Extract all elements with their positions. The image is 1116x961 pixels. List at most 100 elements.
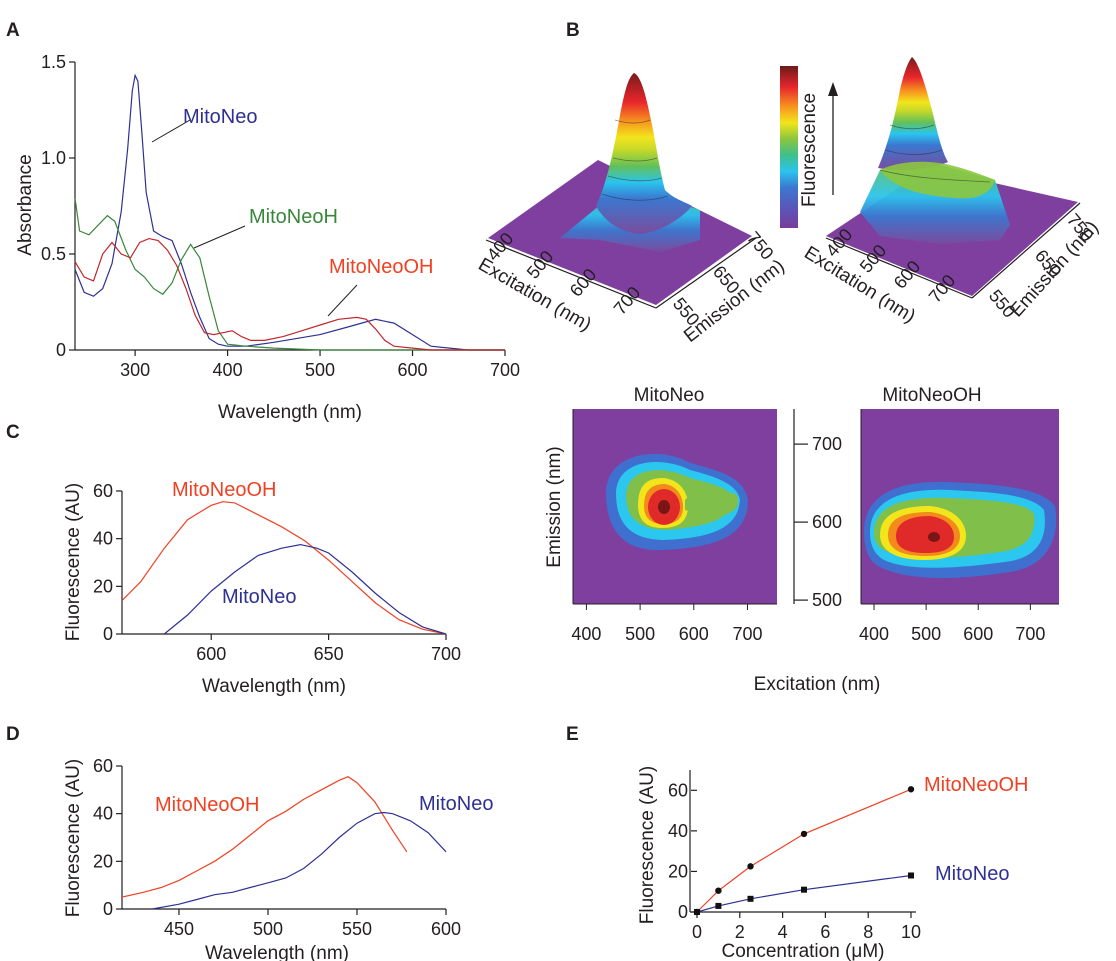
panel-a-label-mitoneoh: MitoNeoH <box>249 206 338 228</box>
surface-mitoneo-peak <box>596 73 692 234</box>
panel-d-y-tick-label-0: 0 <box>103 899 113 919</box>
panel-d-y-title: Fluorescence (AU) <box>63 759 84 917</box>
surface-mitoneooh-em-axis <box>971 202 1081 299</box>
contour-map-mitoneo-core <box>658 500 670 514</box>
panel-e-series-mitoneooh-line <box>696 788 912 913</box>
panel-d-fluorescence-chart: 450 500 550 600 0 20 40 60 MitoNeoOH MitoNeo Wa… <box>63 756 493 961</box>
contour-map-mitoneo-tail <box>685 490 739 517</box>
colorbar-arrow-head-icon <box>828 82 838 96</box>
panel-a-y-tick-label-1.5: 1.5 <box>41 52 66 72</box>
surface-mitoneooh-shoulder <box>880 161 995 199</box>
panel-d-x-tick-label-450: 450 <box>164 919 194 939</box>
panel-a-y-tick-label-1.0: 1.0 <box>41 148 66 168</box>
panel-d-series-mitoneo-line <box>152 811 447 910</box>
panel-d-label-mitoneooh: MitoNeoOH <box>155 794 259 816</box>
panel-a-absorbance-chart: 300 400 500 600 700 0 0.5 1.0 1.5 MitoNeo MitoNe… <box>15 52 520 423</box>
panel-d-x-tick-label-600: 600 <box>431 919 461 939</box>
panel-a-leader-mitoneoh <box>193 225 246 249</box>
contour-mitoneooh-x-tick-label-700: 700 <box>1015 624 1045 644</box>
panel-e-x-tick-label-10: 10 <box>901 922 921 942</box>
panel-d-y-tick-label-20: 20 <box>93 851 113 871</box>
panel-d-series-mitoneooh-line <box>121 776 408 898</box>
contour-mitoneooh-x-tick-label-600: 600 <box>963 624 993 644</box>
contour-x-title: Excitation (nm) <box>754 674 881 695</box>
panel-c-y-tick-label-60: 60 <box>93 481 113 501</box>
contour-map-mitoneooh-red <box>896 516 954 553</box>
contour-y-tick-label-500: 500 <box>812 590 842 610</box>
panel-e-series-mitoneo-line <box>696 874 912 913</box>
panel-d-x-tick-label-500: 500 <box>253 919 283 939</box>
surface-mitoneo: 400 500 600 700 Excitation (nm) 550 650 … <box>475 73 789 347</box>
contour-mitoneo-x-tick-label-700: 700 <box>732 624 762 644</box>
panel-e-mitoneooh-point-1 <box>715 887 722 894</box>
surface-mitoneooh-peak <box>878 57 948 170</box>
panel-c-y-tick-label-0: 0 <box>103 624 113 644</box>
contour-y-tick-label-700: 700 <box>812 434 842 454</box>
panel-c-label-mitoneooh: MitoNeoOH <box>172 479 276 501</box>
panel-a-x-tick-label-600: 600 <box>398 360 428 380</box>
panel-a-x-tick-label-400: 400 <box>213 360 243 380</box>
contour-y-title: Emission (nm) <box>544 446 565 567</box>
panel-c-x-tick-label-600: 600 <box>196 644 226 664</box>
panel-e-mitoneo-point-4 <box>908 872 914 879</box>
fluorescence-colorbar <box>780 66 798 228</box>
panel-c-x-tick-label-700: 700 <box>431 644 461 664</box>
surface-mitoneooh-contour-lines <box>879 124 991 183</box>
panel-d-y-tick-label-60: 60 <box>93 756 113 776</box>
surface-mitoneo-contour-lines <box>601 119 669 201</box>
panel-e-x-title: Concentration (μM) <box>721 941 884 961</box>
panel-a-x-tick-label-500: 500 <box>305 360 335 380</box>
panel-e-label-mitoneooh: MitoNeoOH <box>924 774 1028 796</box>
panel-b-3d-surfaces: 400 500 600 700 Excitation (nm) 550 650 … <box>475 57 1103 406</box>
contour-map-mitoneo <box>572 409 777 605</box>
panel-e-y-tick-label-40: 40 <box>668 821 688 841</box>
contour-mitoneo-x-tick-label-600: 600 <box>679 624 709 644</box>
panel-a-y-title: Absorbance <box>15 154 36 255</box>
panel-e-mitoneooh-point-2 <box>747 863 754 870</box>
panel-c-y-tick-label-40: 40 <box>93 529 113 549</box>
surface-mitoneo-em-axis <box>655 237 757 309</box>
surface-mitoneooh-exc-axis <box>825 237 973 299</box>
panel-c-x-tick-label-650: 650 <box>314 644 344 664</box>
panel-d-x-title: Wavelength (nm) <box>205 943 349 961</box>
panel-c-y-tick-label-20: 20 <box>93 576 113 596</box>
panel-e-x-tick-label-2: 2 <box>735 922 745 942</box>
panel-a-series-mitoneoh-line <box>74 198 505 351</box>
panel-b-contour-maps: 400 500 600 700 400 500 600 700 500 600 700 Emissi… <box>544 409 1059 695</box>
panel-e-mitoneo-point-0 <box>694 909 700 915</box>
contour-map-mitoneooh <box>860 409 1059 605</box>
surface-mitoneooh: 400 500 600 700 Excitation (nm) 550 650 … <box>800 57 1103 327</box>
panel-letter-a: A <box>6 20 20 41</box>
panel-e-x-tick-label-8: 8 <box>863 922 873 942</box>
panel-a-y-tick-label-0.5: 0.5 <box>41 244 66 264</box>
panel-a-x-tick-label-300: 300 <box>120 360 150 380</box>
panel-c-x-title: Wavelength (nm) <box>202 676 346 697</box>
panel-a-leader-mitoneo <box>151 119 191 143</box>
contour-map-mitoneooh-core <box>928 532 940 542</box>
panel-e-x-tick-label-0: 0 <box>692 922 702 942</box>
panel-a-label-mitoneo: MitoNeo <box>183 106 257 128</box>
surface-mitoneo-exc-axis <box>485 239 657 309</box>
panel-a-leader-mitoneooh <box>327 284 358 317</box>
panel-e-y-tick-label-20: 20 <box>668 861 688 881</box>
panel-e-mitoneo-point-3 <box>801 886 807 893</box>
panel-e-y-tick-label-60: 60 <box>668 780 688 800</box>
panel-d-label-mitoneo: MitoNeo <box>419 793 493 815</box>
panel-c-y-title: Fluorescence (AU) <box>63 483 84 641</box>
panel-e-concentration-chart: 0 2 4 6 8 10 0 20 40 60 MitoNeoOH MitoNeo Concent… <box>637 766 1028 961</box>
panel-c-fluorescence-chart: 600 650 700 0 20 40 60 MitoNeoOH MitoNeo Wavel… <box>63 479 461 697</box>
panel-a-series-mitoneooh-line <box>74 237 505 351</box>
contour-mitoneo-x-tick-label-400: 400 <box>571 624 601 644</box>
panel-d-x-tick-label-550: 550 <box>342 919 372 939</box>
colorbar-label: Fluorescence <box>799 93 820 207</box>
panel-a-y-tick-label-0: 0 <box>56 340 66 360</box>
contour-y-tick-label-600: 600 <box>812 512 842 532</box>
surface-title-mitoneooh: MitoNeoOH <box>882 385 981 406</box>
contour-mitoneooh-x-tick-label-500: 500 <box>911 624 941 644</box>
panel-letter-e: E <box>566 724 579 745</box>
panel-e-label-mitoneo: MitoNeo <box>935 863 1009 885</box>
panel-c-series-mitoneooh-line <box>121 501 447 635</box>
contour-mitoneooh-x-tick-label-400: 400 <box>859 624 889 644</box>
panel-c-series-mitoneo-line <box>163 543 447 635</box>
